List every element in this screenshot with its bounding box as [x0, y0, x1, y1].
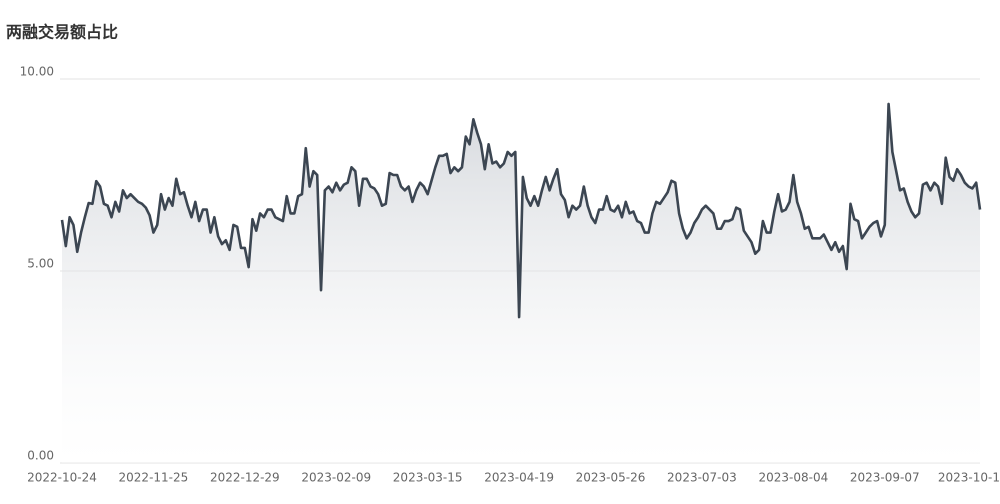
x-tick-label: 2023-08-04	[758, 471, 828, 485]
y-tick-label: 5.00	[27, 257, 54, 271]
x-tick-label: 2022-12-29	[210, 471, 280, 485]
line	[60, 102, 982, 319]
y-tick-label: 10.00	[20, 65, 54, 79]
x-tick-label: 2022-11-25	[119, 471, 189, 485]
x-tick-label: 2023-02-09	[301, 471, 371, 485]
x-tick-label: 2023-07-03	[667, 471, 737, 485]
y-tick-label: 0.00	[27, 449, 54, 463]
x-tick-label: 2023-10-1	[938, 471, 1000, 485]
x-tick-label: 2023-09-07	[850, 471, 920, 485]
x-tick-label: 2022-10-24	[27, 471, 97, 485]
chart-title: 两融交易额占比	[6, 23, 118, 42]
x-tick-label: 2023-04-19	[484, 471, 554, 485]
x-tick-label: 2023-03-15	[393, 471, 463, 485]
x-tick-label: 2023-05-26	[576, 471, 646, 485]
